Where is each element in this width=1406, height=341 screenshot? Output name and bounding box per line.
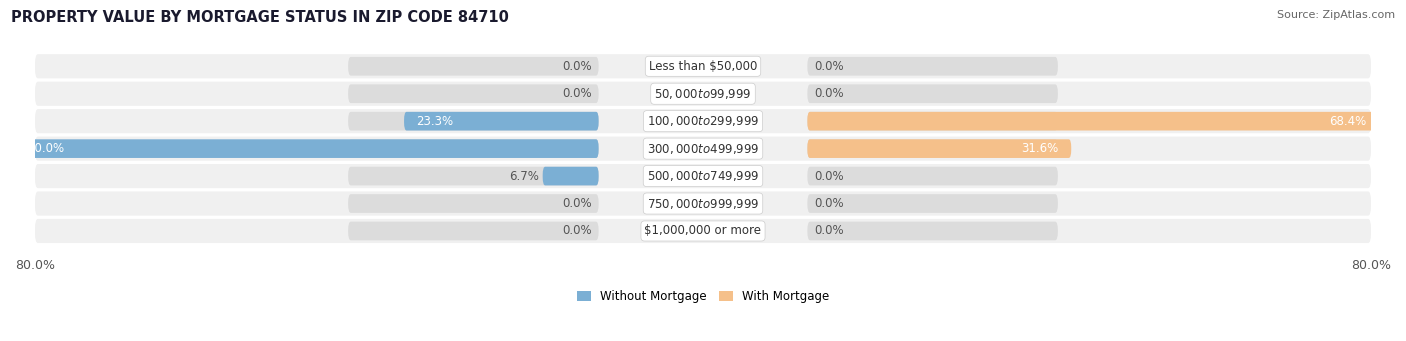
FancyBboxPatch shape: [349, 167, 599, 186]
Text: 0.0%: 0.0%: [814, 197, 844, 210]
Text: $500,000 to $749,999: $500,000 to $749,999: [647, 169, 759, 183]
Text: PROPERTY VALUE BY MORTGAGE STATUS IN ZIP CODE 84710: PROPERTY VALUE BY MORTGAGE STATUS IN ZIP…: [11, 10, 509, 25]
Text: 70.0%: 70.0%: [27, 142, 63, 155]
Text: $100,000 to $299,999: $100,000 to $299,999: [647, 114, 759, 128]
Text: 0.0%: 0.0%: [814, 87, 844, 100]
Text: 0.0%: 0.0%: [562, 60, 592, 73]
Text: 0.0%: 0.0%: [814, 60, 844, 73]
FancyBboxPatch shape: [543, 167, 599, 186]
Text: 6.7%: 6.7%: [509, 169, 538, 182]
FancyBboxPatch shape: [14, 139, 599, 158]
Legend: Without Mortgage, With Mortgage: Without Mortgage, With Mortgage: [576, 290, 830, 303]
FancyBboxPatch shape: [807, 194, 1057, 213]
FancyBboxPatch shape: [35, 81, 1371, 106]
FancyBboxPatch shape: [807, 139, 1057, 158]
FancyBboxPatch shape: [404, 112, 599, 131]
Text: Source: ZipAtlas.com: Source: ZipAtlas.com: [1277, 10, 1395, 20]
FancyBboxPatch shape: [807, 112, 1378, 131]
FancyBboxPatch shape: [35, 191, 1371, 216]
FancyBboxPatch shape: [807, 167, 1057, 186]
Text: $1,000,000 or more: $1,000,000 or more: [644, 224, 762, 237]
Text: $750,000 to $999,999: $750,000 to $999,999: [647, 196, 759, 210]
FancyBboxPatch shape: [35, 54, 1371, 78]
Text: $300,000 to $499,999: $300,000 to $499,999: [647, 142, 759, 155]
Text: 0.0%: 0.0%: [562, 87, 592, 100]
FancyBboxPatch shape: [35, 136, 1371, 161]
Text: 23.3%: 23.3%: [416, 115, 454, 128]
FancyBboxPatch shape: [349, 57, 599, 76]
FancyBboxPatch shape: [349, 222, 599, 240]
FancyBboxPatch shape: [35, 164, 1371, 188]
Text: 0.0%: 0.0%: [814, 169, 844, 182]
FancyBboxPatch shape: [349, 194, 599, 213]
Text: Less than $50,000: Less than $50,000: [648, 60, 758, 73]
FancyBboxPatch shape: [35, 109, 1371, 133]
Text: 31.6%: 31.6%: [1022, 142, 1059, 155]
FancyBboxPatch shape: [349, 139, 599, 158]
FancyBboxPatch shape: [349, 112, 599, 131]
FancyBboxPatch shape: [35, 219, 1371, 243]
FancyBboxPatch shape: [807, 139, 1071, 158]
FancyBboxPatch shape: [807, 84, 1057, 103]
FancyBboxPatch shape: [807, 112, 1057, 131]
Text: 0.0%: 0.0%: [562, 224, 592, 237]
Text: $50,000 to $99,999: $50,000 to $99,999: [654, 87, 752, 101]
Text: 0.0%: 0.0%: [562, 197, 592, 210]
Text: 0.0%: 0.0%: [814, 224, 844, 237]
FancyBboxPatch shape: [807, 222, 1057, 240]
Text: 68.4%: 68.4%: [1329, 115, 1367, 128]
FancyBboxPatch shape: [349, 84, 599, 103]
FancyBboxPatch shape: [807, 57, 1057, 76]
